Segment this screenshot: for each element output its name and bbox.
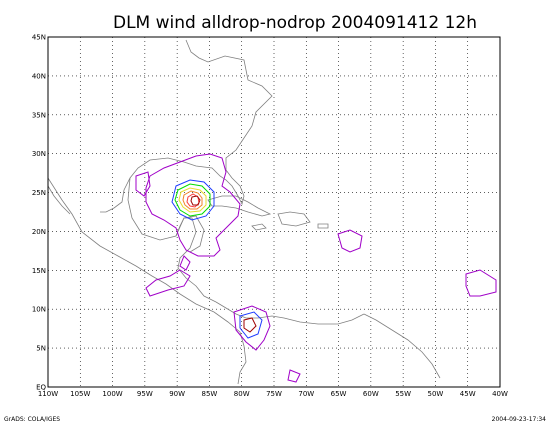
contour-blue-1	[171, 179, 215, 221]
jamaica	[251, 223, 267, 231]
map-frame	[47, 36, 501, 388]
wind-difference-contours	[135, 153, 497, 383]
contour-purple-south	[179, 255, 191, 271]
contour-blue-panama	[239, 311, 263, 339]
latitude-tick-label: 20N	[32, 228, 46, 236]
longitude-tick-label: 80W	[234, 390, 250, 398]
footer-left-label: GrADS: COLA/IGES	[4, 416, 60, 423]
longitude-tick-label: 55W	[395, 390, 411, 398]
footer-right-label: 2004-09-23-17:34	[492, 416, 547, 423]
latitude-tick-label: 5N	[36, 345, 46, 353]
mexico-pacific-coast	[47, 177, 241, 333]
central-america-caribbean	[215, 301, 365, 325]
longitude-tick-label: 45W	[460, 390, 476, 398]
longitude-tick-label: 75W	[266, 390, 282, 398]
contour-purple-west	[135, 171, 151, 197]
coastlines	[47, 39, 441, 385]
longitude-tick-label: 90W	[169, 390, 185, 398]
latitude-tick-label: 45N	[32, 34, 46, 42]
hispaniola	[277, 211, 311, 227]
longitude-tick-label: 100W	[102, 390, 122, 398]
contour-purple-honduras	[145, 269, 191, 297]
latitude-tick-label: 30N	[32, 150, 46, 158]
north-america-east-coast	[100, 39, 273, 213]
baja-california	[47, 185, 71, 215]
contour-darkred-panama	[243, 317, 257, 333]
contour-purple-caribbean	[337, 229, 363, 253]
longitude-tick-label: 60W	[363, 390, 379, 398]
latitude-tick-label: 15N	[32, 267, 46, 275]
south-america-pacific-coast	[237, 331, 247, 385]
longitude-tick-label: 95W	[137, 390, 153, 398]
mexico-gulf-coast	[127, 177, 217, 303]
longitude-tick-labels: 110W 105W 100W 95W 90W 85W 80W 75W 70W 65W 60W 55W 5…	[38, 390, 508, 398]
latitude-tick-label: 35N	[32, 111, 46, 119]
longitude-tick-label: 65W	[331, 390, 347, 398]
latitude-tick-label: 10N	[32, 306, 46, 314]
latitude-tick-label: EQ	[36, 384, 46, 392]
contour-darkred-core	[190, 195, 201, 206]
longitude-tick-label: 40W	[492, 390, 508, 398]
longitude-tick-label: 105W	[70, 390, 90, 398]
contour-purple-outer	[145, 153, 241, 257]
map-title: DLM wind alldrop-nodrop 2004091412 12h	[113, 13, 477, 33]
longitude-tick-label: 110W	[38, 390, 58, 398]
contour-purple-colombia	[287, 369, 301, 383]
latitude-tick-label: 25N	[32, 189, 46, 197]
contour-yellow-1	[178, 187, 207, 213]
contour-purple-panama	[233, 305, 271, 351]
puerto-rico	[317, 223, 329, 229]
latitude-tick-labels: EQ 5N 10N 15N 20N 25N 30N 35N 40N 45N	[32, 34, 47, 392]
latitude-tick-label: 40N	[32, 72, 46, 80]
longitude-tick-label: 70W	[298, 390, 314, 398]
lat-lon-grid	[48, 37, 500, 387]
contour-orange-1	[182, 190, 203, 210]
south-america-north-coast	[363, 313, 441, 379]
contour-purple-atlantic	[465, 269, 497, 297]
contour-green-1	[174, 183, 211, 217]
longitude-tick-label: 50W	[428, 390, 444, 398]
yucatan	[175, 215, 205, 253]
longitude-tick-label: 85W	[202, 390, 218, 398]
